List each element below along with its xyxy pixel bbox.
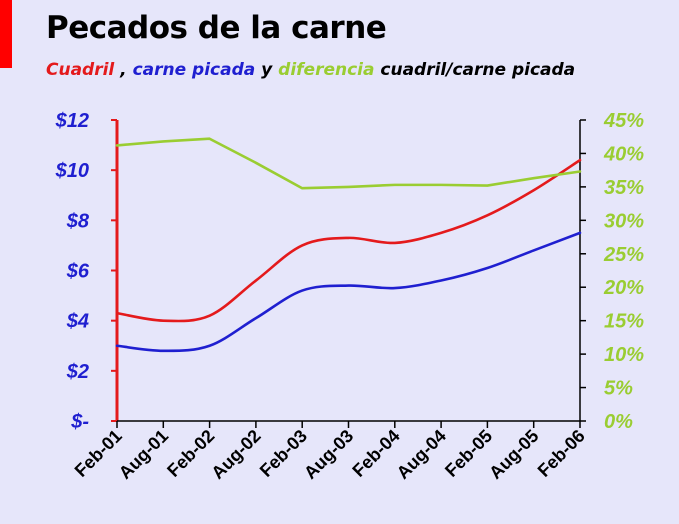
chart-title: Pecados de la carne xyxy=(46,10,387,46)
legend-separator-y: y xyxy=(255,60,279,80)
right-y-tick-label: 0% xyxy=(604,411,633,433)
right-y-tick-label: 35% xyxy=(604,177,644,199)
legend-carne-picada: carne picada xyxy=(132,60,256,80)
title-accent-bar xyxy=(0,0,12,68)
series-line-carne-picada xyxy=(115,231,582,353)
x-tick-label: Aug-02 xyxy=(207,426,264,483)
right-y-tick-label: 10% xyxy=(604,344,644,366)
right-y-tick-label: 15% xyxy=(604,311,644,333)
left-y-tick-label: $- xyxy=(70,411,89,433)
chart-subtitle-legend: Cuadril , carne picada y diferencia cuad… xyxy=(46,60,575,80)
left-y-tick-label: $2 xyxy=(66,361,89,383)
left-y-tick-label: $10 xyxy=(55,160,89,182)
right-y-tick-label: 5% xyxy=(604,378,633,400)
left-y-tick-label: $12 xyxy=(55,110,89,132)
x-tick-label: Feb-06 xyxy=(534,426,589,481)
series-line-cuadril xyxy=(115,158,582,323)
x-tick-label: Aug-04 xyxy=(393,426,450,483)
right-y-tick-label: 25% xyxy=(603,244,644,266)
x-tick-label: Aug-01 xyxy=(115,426,172,483)
legend-diferencia: diferencia xyxy=(278,60,375,80)
legend-ratio-text: cuadril/carne picada xyxy=(374,60,576,80)
right-y-tick-label: 40% xyxy=(603,143,644,165)
series-line-diferencia xyxy=(115,137,582,190)
right-y-tick-label: 45% xyxy=(603,110,644,132)
left-y-tick-label: $4 xyxy=(66,311,89,333)
x-tick-label: Aug-05 xyxy=(485,426,542,483)
right-y-tick-label: 30% xyxy=(604,210,644,232)
legend-separator-comma: , xyxy=(114,60,133,80)
left-y-tick-label: $8 xyxy=(66,210,90,232)
left-y-tick-label: $6 xyxy=(66,261,90,283)
right-y-tick-label: 20% xyxy=(603,277,644,299)
x-tick-label: Aug-03 xyxy=(300,426,357,483)
legend-cuadril: Cuadril xyxy=(46,60,115,80)
